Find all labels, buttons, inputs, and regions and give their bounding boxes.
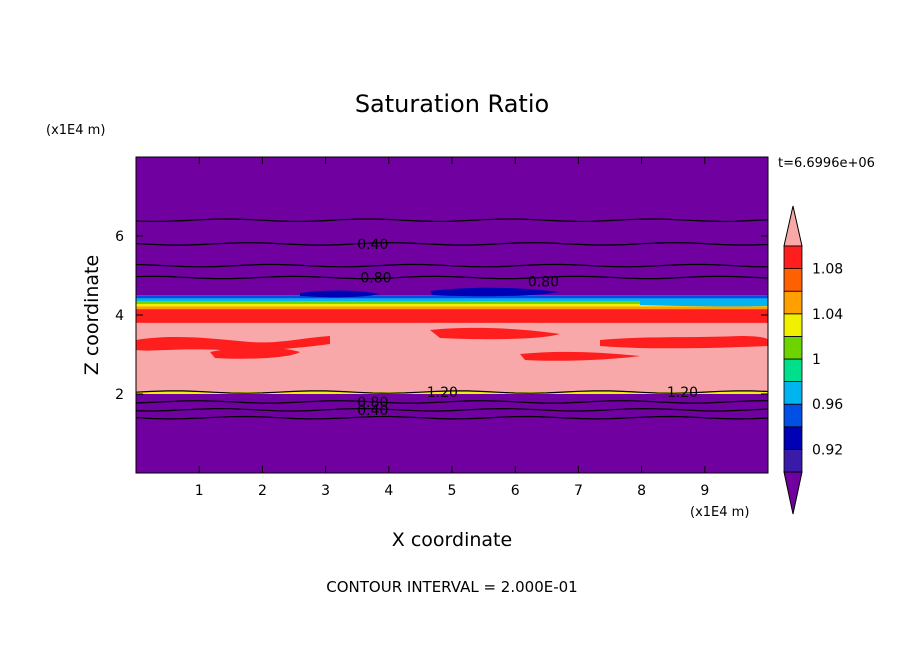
contour-line	[136, 263, 768, 268]
x-tick-label: 8	[637, 483, 646, 499]
contour-layer	[136, 309, 768, 323]
contour-label: 1.20	[427, 385, 458, 401]
x-tick-label: 6	[511, 483, 520, 499]
plot-area: 0.400.801.20 1.200.80 0.800.40	[135, 156, 769, 474]
contour-lines	[136, 218, 768, 420]
contour-line	[136, 218, 768, 223]
contour-layer	[136, 303, 768, 307]
x-tick-label: 7	[574, 483, 583, 499]
contour-layer	[136, 301, 768, 304]
x-tick-label: 3	[321, 483, 330, 499]
colorbar-swatch	[783, 268, 803, 292]
y-tick-label: 2	[115, 387, 124, 403]
contour-line	[136, 390, 768, 394]
contour-label: 0.80	[360, 270, 391, 286]
colorbar-min-arrow	[783, 471, 803, 515]
colorbar-swatch	[783, 335, 803, 360]
colorbar-label: 0.92	[812, 442, 843, 458]
colorbar-swatch	[783, 381, 803, 405]
x-axis-label: X coordinate	[392, 529, 512, 551]
y-axis-label: Z coordinate	[81, 255, 103, 375]
x-tick-label: 5	[448, 483, 457, 499]
x-tick-label: 2	[258, 483, 267, 499]
colorbar-swatch	[783, 358, 803, 383]
contour-line	[136, 242, 768, 246]
contour-line	[136, 400, 768, 404]
colorbar-swatch	[783, 403, 803, 428]
x-tick-label: 4	[384, 483, 393, 499]
contour-layer	[136, 295, 768, 299]
blue-patch	[300, 290, 380, 298]
colorbar-label: 1.04	[812, 307, 843, 323]
contour-layer	[136, 392, 768, 394]
colorbar-swatch	[783, 245, 803, 270]
contour-layer	[136, 298, 768, 302]
red-patch	[210, 347, 300, 359]
colorbar-swatch	[783, 426, 803, 450]
contour-interval-note: CONTOUR INTERVAL = 2.000E-01	[326, 578, 577, 596]
x-tick-label: 1	[195, 483, 204, 499]
x-axis-ticks: 1 2 3 4 5 6 7 8 9	[195, 157, 709, 499]
colorbar-max-arrow	[783, 205, 803, 247]
red-patch	[520, 351, 640, 361]
blue-patch	[430, 287, 560, 297]
contour-labels: 0.400.801.20 1.200.80 0.800.40	[357, 237, 698, 419]
contour-line	[136, 275, 768, 280]
time-label: t=6.6996e+06	[778, 156, 875, 171]
red-patch	[430, 327, 560, 340]
contour-label: 0.40	[357, 403, 388, 419]
contour-layer	[136, 306, 768, 310]
x-unit-label: (x1E4 m)	[690, 505, 749, 520]
contour-label: 0.80	[357, 395, 388, 411]
colorbar-swatch	[783, 448, 803, 473]
red-patch	[600, 336, 768, 349]
y-tick-label: 4	[115, 308, 124, 324]
contour-layer	[136, 157, 768, 296]
colorbar-label: 1.08	[812, 262, 843, 278]
contour-label: 0.40	[357, 237, 388, 253]
colorbar-swatch	[783, 290, 803, 315]
cyan-patch	[640, 298, 768, 307]
colorbar-label: 0.96	[812, 397, 843, 413]
chart-title: Saturation Ratio	[355, 90, 549, 118]
y-axis-ticks: 2 4 6	[115, 229, 768, 403]
colorbar-swatch	[783, 313, 803, 337]
red-patch	[136, 336, 330, 351]
contour-line	[136, 407, 768, 412]
contour-fills	[136, 157, 768, 473]
contour-label: 0.80	[528, 274, 559, 290]
contour-line	[136, 415, 768, 420]
y-tick-label: 6	[115, 229, 124, 245]
z-unit-label: (x1E4 m)	[46, 123, 105, 138]
contour-layer	[136, 394, 768, 473]
colorbar-label: 1	[812, 352, 821, 368]
x-tick-label: 9	[700, 483, 709, 499]
contour-label: 1.20	[667, 385, 698, 401]
colorbar: 0.92 0.96 1 1.04 1.08	[783, 205, 843, 515]
